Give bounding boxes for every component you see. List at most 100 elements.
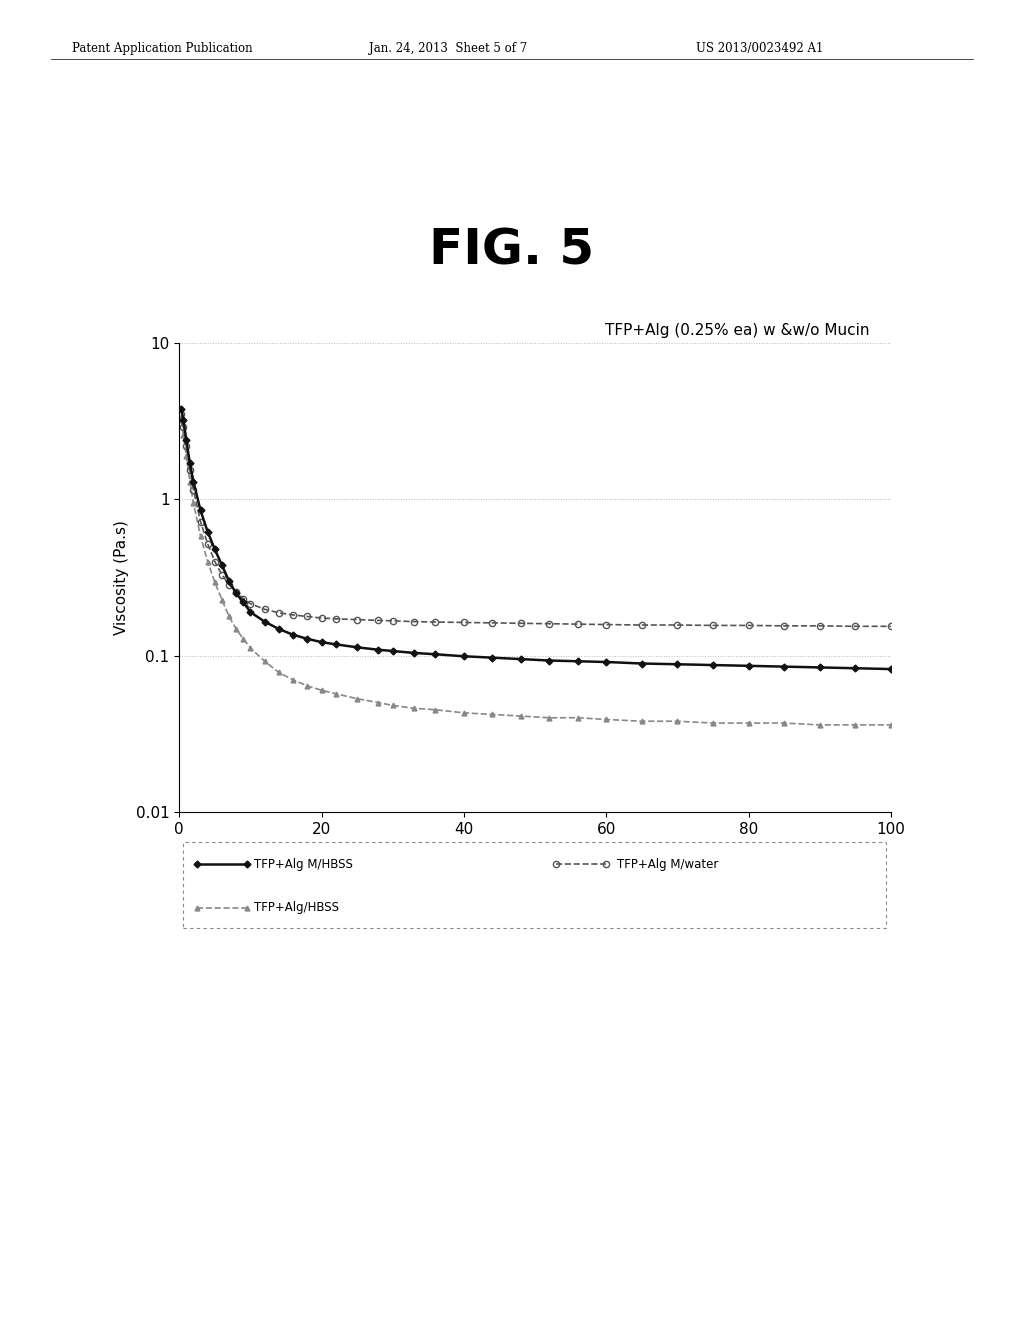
TFP+Alg/HBSS: [209, 574, 221, 590]
TFP+Alg/HBSS: [571, 710, 584, 726]
TFP+Alg/HBSS: [230, 622, 243, 638]
TFP+Alg M/water: [175, 407, 187, 422]
TFP+Alg M/HBSS: [272, 622, 285, 638]
TFP+Alg/HBSS: [813, 717, 825, 733]
TFP+Alg M/water: [429, 614, 441, 630]
TFP+Alg/HBSS: [778, 715, 791, 731]
TFP+Alg M/HBSS: [301, 631, 313, 647]
TFP+Alg M/water: [543, 616, 555, 632]
TFP+Alg M/HBSS: [373, 642, 385, 657]
TFP+Alg/HBSS: [223, 609, 236, 624]
TFP+Alg M/water: [515, 615, 527, 631]
TFP+Alg/HBSS: [301, 678, 313, 694]
TFP+Alg M/HBSS: [742, 657, 755, 673]
TFP+Alg M/HBSS: [571, 653, 584, 669]
TFP+Alg/HBSS: [180, 447, 193, 463]
TFP+Alg M/water: [195, 513, 207, 529]
TFP+Alg/HBSS: [315, 682, 328, 698]
Text: TFP+Alg M/water: TFP+Alg M/water: [616, 858, 718, 871]
TFP+Alg M/water: [216, 566, 228, 582]
TFP+Alg M/water: [202, 536, 214, 552]
TFP+Alg M/water: [315, 610, 328, 626]
TFP+Alg/HBSS: [202, 553, 214, 569]
TFP+Alg M/HBSS: [230, 586, 243, 602]
TFP+Alg M/water: [177, 420, 189, 436]
TFP+Alg M/HBSS: [183, 455, 196, 471]
TFP+Alg M/HBSS: [672, 656, 684, 672]
TFP+Alg M/water: [486, 615, 499, 631]
TFP+Alg M/water: [386, 612, 398, 628]
TFP+Alg M/water: [223, 577, 236, 593]
TFP+Alg M/water: [287, 607, 299, 623]
TFP+Alg M/HBSS: [486, 649, 499, 665]
TFP+Alg M/water: [778, 618, 791, 634]
TFP+Alg M/HBSS: [813, 660, 825, 676]
TFP+Alg M/HBSS: [458, 648, 470, 664]
TFP+Alg M/water: [849, 618, 861, 634]
TFP+Alg M/HBSS: [849, 660, 861, 676]
TFP+Alg M/HBSS: [543, 652, 555, 668]
TFP+Alg M/water: [180, 438, 193, 454]
Y-axis label: Viscosity (Pa.s): Viscosity (Pa.s): [114, 520, 129, 635]
TFP+Alg M/water: [408, 614, 420, 630]
TFP+Alg/HBSS: [486, 706, 499, 722]
TFP+Alg/HBSS: [177, 426, 189, 442]
TFP+Alg/HBSS: [287, 672, 299, 688]
Line: TFP+Alg/HBSS: TFP+Alg/HBSS: [179, 418, 893, 727]
Line: TFP+Alg M/water: TFP+Alg M/water: [178, 412, 894, 630]
TFP+Alg M/HBSS: [244, 605, 256, 620]
TFP+Alg/HBSS: [636, 713, 648, 729]
TFP+Alg M/water: [885, 618, 897, 634]
TFP+Alg/HBSS: [238, 631, 250, 647]
TFP+Alg M/water: [636, 616, 648, 632]
TFP+Alg M/water: [209, 553, 221, 569]
TFP+Alg M/water: [330, 611, 342, 627]
TFP+Alg/HBSS: [195, 528, 207, 544]
TFP+Alg M/water: [258, 602, 270, 618]
TFP+Alg M/HBSS: [707, 657, 719, 673]
TFP+Alg/HBSS: [742, 715, 755, 731]
TFP+Alg M/HBSS: [600, 655, 612, 671]
TFP+Alg M/HBSS: [351, 639, 364, 655]
TFP+Alg/HBSS: [515, 708, 527, 723]
TFP+Alg M/HBSS: [177, 413, 189, 429]
TFP+Alg M/water: [742, 618, 755, 634]
TFP+Alg/HBSS: [175, 413, 187, 429]
TFP+Alg/HBSS: [216, 591, 228, 607]
TFP+Alg M/HBSS: [195, 503, 207, 519]
TFP+Alg M/water: [373, 612, 385, 628]
TFP+Alg M/HBSS: [175, 401, 187, 417]
TFP+Alg M/water: [301, 609, 313, 624]
FancyBboxPatch shape: [182, 842, 886, 928]
TFP+Alg M/water: [672, 616, 684, 632]
TFP+Alg/HBSS: [408, 701, 420, 717]
TFP+Alg M/HBSS: [330, 636, 342, 652]
Text: FIG. 5: FIG. 5: [429, 227, 595, 275]
TFP+Alg M/HBSS: [515, 651, 527, 667]
TFP+Alg M/water: [272, 605, 285, 620]
TFP+Alg M/HBSS: [258, 614, 270, 630]
X-axis label: Shear rate (/sec): Shear rate (/sec): [451, 847, 620, 866]
TFP+Alg/HBSS: [458, 705, 470, 721]
TFP+Alg M/HBSS: [408, 645, 420, 661]
TFP+Alg/HBSS: [330, 686, 342, 702]
TFP+Alg/HBSS: [351, 690, 364, 706]
TFP+Alg/HBSS: [373, 694, 385, 710]
TFP+Alg M/HBSS: [209, 541, 221, 557]
TFP+Alg M/water: [187, 482, 200, 498]
TFP+Alg/HBSS: [272, 664, 285, 680]
TFP+Alg/HBSS: [429, 702, 441, 718]
TFP+Alg M/HBSS: [238, 594, 250, 610]
TFP+Alg M/water: [351, 611, 364, 627]
TFP+Alg M/water: [707, 618, 719, 634]
TFP+Alg/HBSS: [183, 474, 196, 490]
TFP+Alg M/HBSS: [636, 656, 648, 672]
TFP+Alg M/water: [813, 618, 825, 634]
TFP+Alg M/HBSS: [287, 627, 299, 643]
TFP+Alg/HBSS: [386, 697, 398, 713]
TFP+Alg M/water: [571, 616, 584, 632]
TFP+Alg M/HBSS: [187, 474, 200, 490]
Text: Patent Application Publication: Patent Application Publication: [72, 42, 252, 55]
TFP+Alg/HBSS: [885, 717, 897, 733]
TFP+Alg M/water: [244, 595, 256, 611]
